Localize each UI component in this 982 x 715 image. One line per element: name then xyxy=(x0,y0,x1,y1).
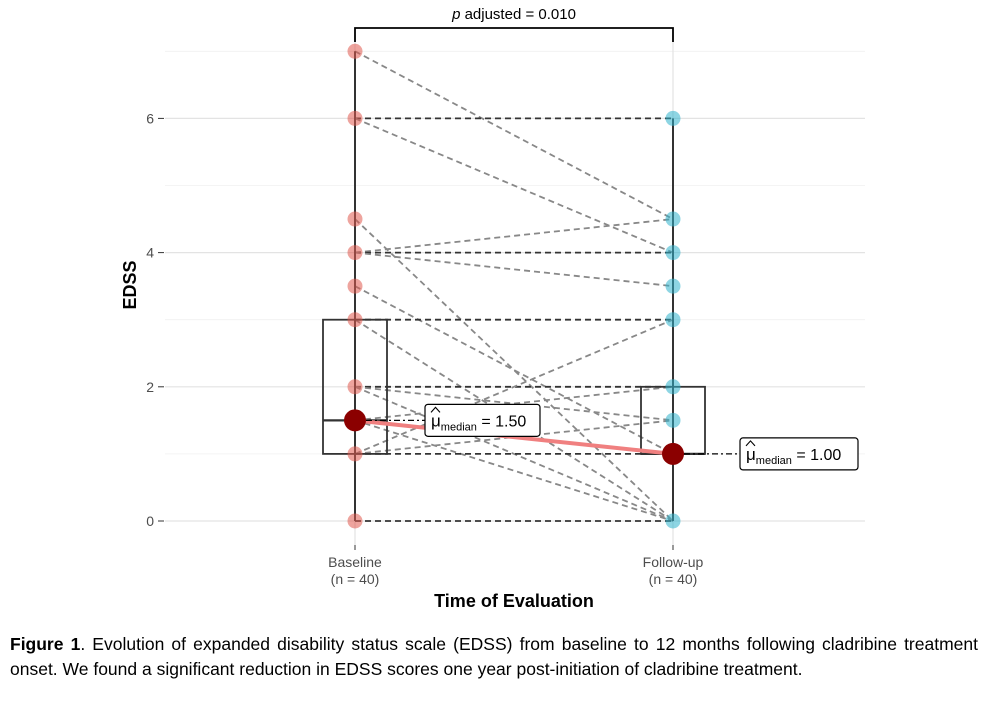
pair-line xyxy=(354,218,674,522)
edss-chart: μmedian = 1.50 μmedian = 1.00 0 2 4 6 Baseli… xyxy=(120,6,865,611)
baseline-point xyxy=(347,245,363,261)
median-label: μmedian = 1.00 xyxy=(746,445,841,467)
baseline-point xyxy=(347,211,363,227)
followup-point xyxy=(665,278,681,294)
followup-point xyxy=(665,412,681,428)
baseline-point xyxy=(347,513,363,529)
followup-point xyxy=(665,110,681,126)
caption-text: . Evolution of expanded disability statu… xyxy=(10,634,978,679)
followup-point xyxy=(665,312,681,328)
baseline-point xyxy=(347,446,363,462)
x-tick-label: Follow-up xyxy=(643,554,704,570)
y-tick-label: 0 xyxy=(146,513,154,529)
figure-caption: Figure 1. Evolution of expanded disabili… xyxy=(10,632,978,681)
pair-line xyxy=(354,218,674,254)
baseline-point xyxy=(347,379,363,395)
followup-point xyxy=(665,245,681,261)
pair-line xyxy=(354,318,674,522)
x-tick-n-label: (n = 40) xyxy=(649,571,698,587)
median-label-box xyxy=(739,437,859,471)
pair-line xyxy=(354,251,674,288)
p-value-label: p adjusted = 0.010 xyxy=(451,6,576,23)
baseline-point xyxy=(347,312,363,328)
pair-line xyxy=(354,385,674,422)
y-tick-label: 2 xyxy=(146,379,154,395)
median-point xyxy=(662,442,684,465)
median-markers: μmedian = 1.50 μmedian = 1.00 xyxy=(344,403,859,471)
y-axis: 0 2 4 6 xyxy=(146,110,164,529)
pair-line xyxy=(354,385,674,422)
x-tick-n-label: (n = 40) xyxy=(331,571,380,587)
significance-bracket: p adjusted = 0.010 xyxy=(354,6,674,42)
pair-line xyxy=(354,385,674,522)
median-label-box xyxy=(424,403,541,437)
pair-line xyxy=(354,117,674,254)
median-connector xyxy=(354,418,674,456)
data-points xyxy=(347,43,681,529)
baseline-point xyxy=(347,278,363,294)
followup-point xyxy=(665,379,681,395)
followup-point xyxy=(665,211,681,227)
paired-lines xyxy=(354,50,674,522)
y-tick-label: 4 xyxy=(146,245,154,261)
y-tick-label: 6 xyxy=(146,110,154,126)
pair-line xyxy=(354,419,674,522)
caption-label: Figure 1 xyxy=(10,634,81,654)
x-axis: Baseline(n = 40)Follow-up(n = 40) xyxy=(328,545,704,587)
followup-point xyxy=(665,513,681,529)
median-hat xyxy=(745,440,756,447)
baseline-point xyxy=(347,110,363,126)
y-axis-title: EDSS xyxy=(120,260,140,309)
x-axis-title: Time of Evaluation xyxy=(434,591,594,611)
median-point xyxy=(344,409,366,432)
pair-line xyxy=(354,419,674,455)
median-hat xyxy=(430,406,441,413)
bracket-line xyxy=(354,27,674,42)
baseline-point xyxy=(347,43,363,59)
median-label: μmedian = 1.50 xyxy=(431,411,526,433)
x-tick-label: Baseline xyxy=(328,554,382,570)
pair-line xyxy=(354,318,674,455)
pair-line xyxy=(354,50,674,220)
